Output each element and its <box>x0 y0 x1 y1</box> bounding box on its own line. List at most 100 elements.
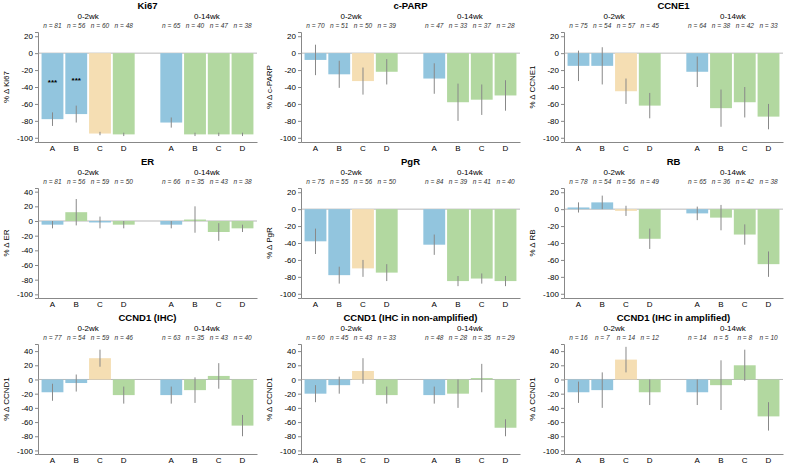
x-tick-label: A <box>432 144 438 153</box>
y-tick: -40 <box>21 404 38 413</box>
error-bar <box>458 276 459 286</box>
n-label: n = 54 <box>593 178 612 185</box>
y-tick-label: -80 <box>547 432 559 441</box>
y-tick: -40 <box>284 239 301 248</box>
error-bar <box>52 112 53 126</box>
x-tick-label: D <box>121 456 127 465</box>
y-tick: -20 <box>547 222 564 231</box>
error-bar <box>171 221 172 228</box>
y-tick-label: 40 <box>287 347 296 356</box>
x-axis-line <box>565 142 784 143</box>
x-tick-label: A <box>695 144 701 153</box>
y-tick-label: 0 <box>292 49 297 58</box>
n-label: n = 12 <box>641 334 660 341</box>
error-bar <box>123 221 124 228</box>
y-tick: 0 <box>555 205 564 214</box>
group-label: 0-2wk <box>340 12 362 21</box>
x-tick-label: D <box>240 456 246 465</box>
x-tick: D <box>647 142 653 153</box>
y-tick-mark <box>561 121 564 122</box>
y-tick-label: 20 <box>550 361 559 370</box>
n-label: n = 28 <box>449 334 468 341</box>
bar <box>160 53 182 122</box>
y-axis-line <box>35 33 39 143</box>
y-tick-mark <box>298 104 301 105</box>
y-tick: 20 <box>287 188 301 197</box>
x-tick: A <box>50 454 56 465</box>
y-axis: -100-80-60-40-20020 <box>280 188 302 299</box>
group-label: 0-2wk <box>77 12 99 21</box>
y-tick: -80 <box>284 117 301 126</box>
y-tick-mark <box>298 70 301 71</box>
y-tick-label: 40 <box>550 347 559 356</box>
y-axis-title: % Δ CCND1 <box>2 377 11 421</box>
y-tick-mark <box>561 192 564 193</box>
y-tick-label: -60 <box>21 100 33 109</box>
y-tick-label: -100 <box>17 134 34 143</box>
x-tick-label: C <box>479 300 485 309</box>
y-tick: 20 <box>287 32 301 41</box>
y-tick-label: -60 <box>547 100 559 109</box>
plot-area <box>301 45 520 121</box>
y-tick: -40 <box>547 83 564 92</box>
x-tick-label: B <box>74 456 79 465</box>
x-tick-label: D <box>503 456 509 465</box>
y-tick-label: -20 <box>21 390 33 399</box>
y-tick: -40 <box>547 239 564 248</box>
y-tick-mark <box>35 351 38 352</box>
y-axis-line <box>561 345 565 455</box>
y-tick-mark <box>35 422 38 423</box>
x-tick-label: C <box>623 300 629 309</box>
n-label: n = 84 <box>425 178 444 185</box>
bar <box>232 53 254 134</box>
y-tick: -40 <box>547 404 564 413</box>
n-label: n = 56 <box>67 22 86 29</box>
error-bar <box>99 217 100 229</box>
y-tick-label: -20 <box>547 222 559 231</box>
plot-area <box>301 209 520 286</box>
x-tick-label: B <box>337 300 342 309</box>
n-label: n = 40 <box>496 178 515 185</box>
x-tick-label: D <box>240 300 246 309</box>
x-tick: B <box>600 454 605 465</box>
plot-area <box>38 199 257 241</box>
y-tick-mark <box>298 379 301 380</box>
annotations: n = 75n = 54n = 57n = 450-2wkn = 64n = 3… <box>528 0 778 109</box>
y-axis: -100-80-60-40-2002040 <box>280 345 302 456</box>
x-tick: D <box>384 142 390 153</box>
bar <box>208 53 230 134</box>
y-tick: 0 <box>292 49 301 58</box>
x-tick-label: B <box>74 300 79 309</box>
error-bar <box>76 199 77 225</box>
y-tick-mark <box>35 250 38 251</box>
x-tick-label: B <box>455 456 460 465</box>
y-tick: 40 <box>287 347 301 356</box>
annotations: ******n = 81n = 56n = 60n = 480-2wkn = 6… <box>2 0 252 103</box>
x-tick-label: C <box>216 456 222 465</box>
y-tick: -80 <box>21 276 38 285</box>
x-tick: C <box>360 142 366 153</box>
error-bar <box>386 59 387 84</box>
error-bar <box>458 379 459 407</box>
x-axis-line <box>565 298 784 299</box>
x-tick: A <box>169 142 175 153</box>
y-tick-mark <box>35 87 38 88</box>
y-tick-mark <box>298 408 301 409</box>
x-tick: A <box>313 298 319 309</box>
y-tick-mark <box>298 192 301 193</box>
y-tick-label: -60 <box>547 418 559 427</box>
y-tick: -20 <box>21 232 38 241</box>
bar <box>376 209 398 272</box>
error-bar <box>339 377 340 394</box>
x-tick-label: C <box>97 300 103 309</box>
x-tick: D <box>240 454 246 465</box>
error-bar <box>362 358 363 384</box>
error-bar <box>99 350 100 367</box>
x-tick-label: B <box>718 300 723 309</box>
y-tick-label: -40 <box>21 83 33 92</box>
x-tick-label: A <box>313 144 319 153</box>
error-bar <box>434 235 435 255</box>
error-bar <box>602 196 603 210</box>
annotations: n = 60n = 45n = 43n = 330-2wkn = 48n = 2… <box>265 312 515 421</box>
y-axis-title: % Δ Ki67 <box>2 70 11 103</box>
